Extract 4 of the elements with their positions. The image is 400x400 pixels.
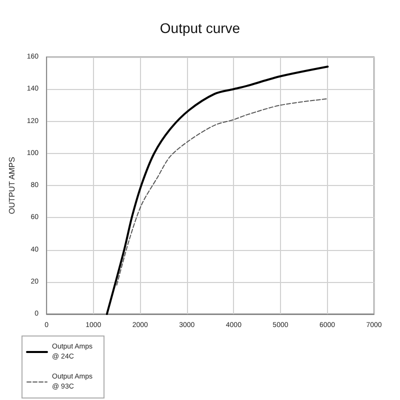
y-axis-title: OUTPUT AMPS: [8, 156, 16, 214]
line-series: [106, 66, 329, 315]
line-series: [116, 98, 328, 286]
chart-title: Output curve: [160, 20, 240, 36]
